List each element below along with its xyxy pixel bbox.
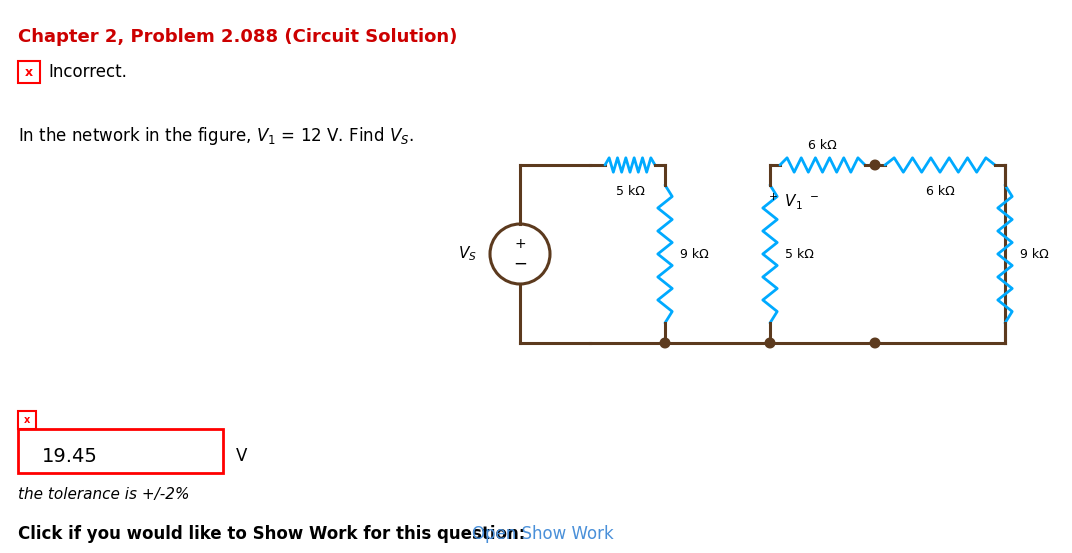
Text: x: x xyxy=(24,415,30,425)
Text: 9 kΩ: 9 kΩ xyxy=(1019,248,1048,260)
FancyBboxPatch shape xyxy=(18,61,40,83)
Text: Click if you would like to Show Work for this question:: Click if you would like to Show Work for… xyxy=(18,525,525,543)
Text: In the network in the figure, $V_1$ = 12 V. Find $V_S$.: In the network in the figure, $V_1$ = 12… xyxy=(18,125,414,147)
Text: 19.45: 19.45 xyxy=(42,446,98,466)
Text: 5 kΩ: 5 kΩ xyxy=(615,185,644,198)
FancyBboxPatch shape xyxy=(18,429,223,473)
Text: Chapter 2, Problem 2.088 (Circuit Solution): Chapter 2, Problem 2.088 (Circuit Soluti… xyxy=(18,28,458,46)
Text: 6 kΩ: 6 kΩ xyxy=(808,139,837,152)
Circle shape xyxy=(765,338,775,348)
Text: $V_S$: $V_S$ xyxy=(458,244,477,263)
FancyBboxPatch shape xyxy=(18,411,36,429)
Text: 5 kΩ: 5 kΩ xyxy=(785,248,814,260)
Text: +: + xyxy=(515,237,525,251)
Text: Incorrect.: Incorrect. xyxy=(48,63,126,81)
Text: $^+\ V_1\ ^-$: $^+\ V_1\ ^-$ xyxy=(765,191,819,211)
Text: Open Show Work: Open Show Work xyxy=(472,525,614,543)
Text: the tolerance is +/-2%: the tolerance is +/-2% xyxy=(18,487,190,502)
Circle shape xyxy=(870,160,880,170)
Circle shape xyxy=(660,338,670,348)
Text: 9 kΩ: 9 kΩ xyxy=(680,248,709,260)
Circle shape xyxy=(870,338,880,348)
Text: 6 kΩ: 6 kΩ xyxy=(925,185,954,198)
Text: −: − xyxy=(513,255,527,273)
Text: x: x xyxy=(25,65,33,79)
Text: V: V xyxy=(236,447,248,465)
